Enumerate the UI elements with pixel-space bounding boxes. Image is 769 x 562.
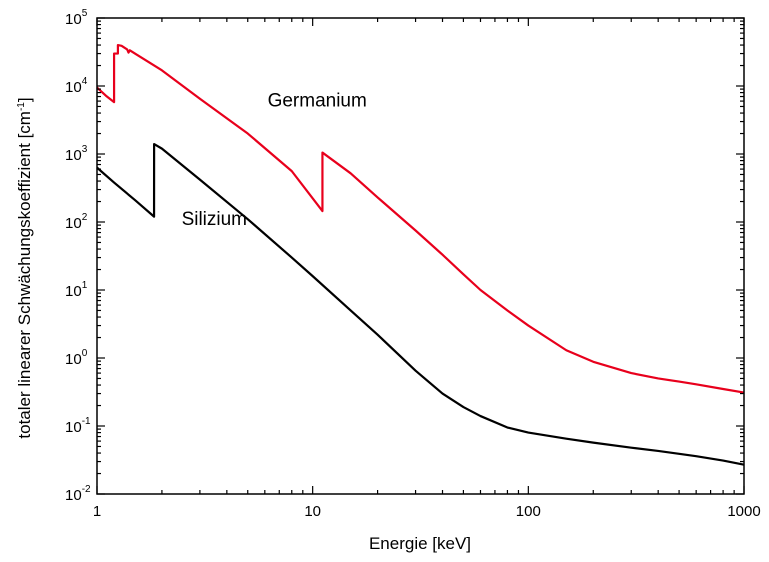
- y-tick-label: 105: [65, 8, 88, 28]
- x-tick-label: 1: [93, 503, 101, 520]
- y-tick-label: 10-1: [65, 416, 91, 436]
- y-tick-label: 104: [65, 76, 88, 96]
- y-axis-title-sup: -1: [16, 102, 27, 111]
- tick-labels-layer: 1 10 100 1000 10-2 10-1 100 101 102 103 104 105: [65, 8, 761, 520]
- y-axis-title: totaler linearer Schwächungskoeffizient …: [15, 97, 34, 438]
- curve-label-germanium: Germanium: [268, 91, 367, 112]
- plot-frame: [96, 17, 745, 495]
- y-tick-label: 101: [65, 280, 88, 300]
- series-line-silizium: [96, 142, 745, 466]
- x-tick-label: 10: [304, 503, 321, 520]
- x-axis-title: Energie [keV]: [369, 534, 471, 553]
- y-tick-label: 102: [65, 212, 88, 232]
- ticks-layer: [96, 17, 745, 495]
- y-tick-label: 103: [65, 144, 88, 164]
- y-axis-title-main: totaler linearer Schwächungskoeffizient …: [15, 111, 34, 439]
- y-tick-label: 10-2: [65, 484, 91, 504]
- curve-label-silizium: Silizium: [182, 209, 247, 230]
- y-axis-title-suffix: ]: [15, 97, 34, 102]
- curves-layer: [96, 43, 745, 466]
- y-tick-label: 100: [65, 348, 88, 368]
- series-line-germanium: [96, 43, 745, 394]
- plot-border: [96, 17, 745, 495]
- annotations-layer: Germanium Silizium: [182, 91, 367, 231]
- x-tick-label: 100: [516, 503, 541, 520]
- x-tick-label: 1000: [727, 503, 760, 520]
